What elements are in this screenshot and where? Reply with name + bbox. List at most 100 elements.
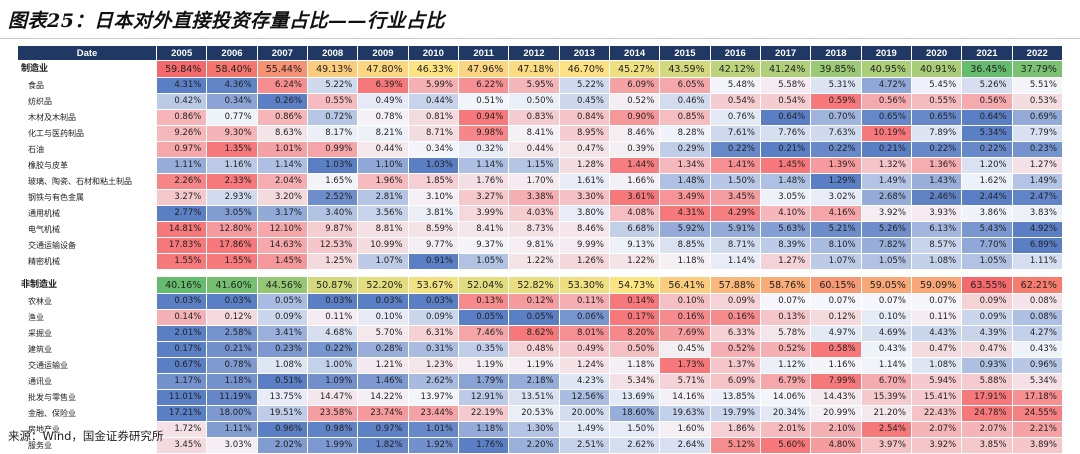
heatmap-table: Date 2005 2006 2007 2008 2009 2010 2011 2012 201…	[17, 45, 1063, 454]
heatmap-cell: 2.20%	[508, 437, 560, 454]
heatmap-cell: 0.43%	[860, 341, 912, 358]
heatmap-cell: 1.11%	[1011, 253, 1063, 270]
heatmap-cell: 1.28%	[558, 157, 610, 174]
heatmap-cell: 5.21%	[810, 221, 862, 238]
heatmap-cell: 0.07%	[810, 293, 862, 310]
heatmap-cell: 14.47%	[306, 389, 359, 406]
heatmap-cell: 7.69%	[659, 325, 711, 342]
heatmap-cell: 4.16%	[810, 205, 862, 222]
table-row: 钢铁与有色金属 3.27% 2.93% 3.20% 2.52% 2.81% 3.10% 3.2…	[17, 189, 1063, 206]
heatmap-cell: 4.72%	[860, 77, 912, 94]
heatmap-cell: 40.91%	[910, 60, 963, 78]
table-row: 玻璃、陶瓷、石材和粘土制品 2.26% 2.33% 2.04% 1.65% 1.96% 1.…	[17, 173, 1063, 190]
heatmap-cell: 39.85%	[810, 60, 862, 78]
row-label: 服务业	[17, 437, 157, 454]
heatmap-cell: 5.63%	[759, 221, 812, 238]
heatmap-cell: 2.54%	[860, 421, 912, 438]
heatmap-cell: 3.03%	[206, 437, 258, 454]
heatmap-cell: 23.58%	[306, 405, 359, 422]
heatmap-cell: 43.59%	[659, 60, 711, 78]
heatmap-cell: 6.89%	[1011, 237, 1063, 254]
heatmap-cell: 7.70%	[961, 237, 1013, 254]
heatmap-cell: 6.05%	[659, 77, 711, 94]
heatmap-cell: 3.40%	[306, 205, 359, 222]
year-header-2010: 2010	[407, 45, 459, 61]
heatmap-cell: 0.03%	[155, 293, 208, 310]
heatmap-cell: 0.78%	[357, 109, 409, 126]
row-label: 石油	[17, 141, 157, 158]
heatmap-cell: 0.55%	[306, 93, 359, 110]
table-row: 交通运输业 0.67% 0.78% 1.08% 1.00% 1.21% 1.23% 1.19%…	[17, 357, 1063, 374]
heatmap-cell: 1.14%	[860, 357, 912, 374]
heatmap-cell: 53.67%	[407, 276, 459, 294]
heatmap-cell: 6.13%	[910, 221, 963, 238]
heatmap-cell: 1.36%	[910, 157, 963, 174]
table-row: 石油 0.97% 1.35% 1.01% 0.99% 0.44% 0.34% 0.32% 0.4…	[17, 141, 1063, 158]
heatmap-cell: 59.84%	[155, 60, 208, 78]
heatmap-cell: 1.37%	[709, 357, 761, 374]
heatmap-cell: 0.10%	[357, 309, 409, 326]
table-row: 化工与医药制品 9.26% 9.30% 8.63% 8.17% 8.21% 8.71% 9.9…	[17, 125, 1063, 142]
heatmap-cell: 5.78%	[759, 325, 812, 342]
heatmap-cell: 0.56%	[961, 93, 1013, 110]
year-header-2016: 2016	[709, 45, 761, 61]
heatmap-cell: 2.21%	[1011, 421, 1063, 438]
heatmap-cell: 1.49%	[860, 173, 912, 190]
heatmap-cell: 52.82%	[508, 276, 560, 294]
heatmap-cell: 0.10%	[659, 293, 711, 310]
heatmap-cell: 3.17%	[256, 205, 308, 222]
heatmap-cell: 1.50%	[608, 421, 661, 438]
heatmap-cell: 0.49%	[357, 93, 409, 110]
heatmap-cell: 0.83%	[508, 109, 560, 126]
heatmap-cell: 2.07%	[910, 421, 963, 438]
heatmap-cell: 4.92%	[1011, 221, 1063, 238]
heatmap-cell: 0.10%	[860, 309, 912, 326]
group-row: 制造业 59.84% 58.40% 55.44% 49.13% 47.80% 46.33% 4…	[17, 60, 1063, 78]
heatmap-cell: 1.25%	[306, 253, 359, 270]
heatmap-cell: 0.47%	[558, 141, 610, 158]
heatmap-cell: 3.41%	[256, 325, 308, 342]
heatmap-cell: 9.30%	[206, 125, 258, 142]
heatmap-cell: 13.51%	[508, 389, 560, 406]
heatmap-cell: 1.96%	[357, 173, 409, 190]
heatmap-cell: 8.10%	[810, 237, 862, 254]
heatmap-cell: 4.29%	[709, 205, 761, 222]
heatmap-cell: 15.39%	[860, 389, 912, 406]
heatmap-cell: 49.13%	[306, 60, 359, 78]
heatmap-cell: 0.45%	[558, 93, 610, 110]
heatmap-cell: 5.92%	[659, 221, 711, 238]
heatmap-cell: 3.27%	[155, 189, 208, 206]
heatmap-cell: 58.40%	[206, 60, 258, 78]
heatmap-cell: 1.27%	[759, 253, 812, 270]
year-header-2015: 2015	[659, 45, 711, 61]
row-label: 钢铁与有色金属	[17, 189, 157, 206]
source-note: 来源：Wind，国金证券研究所	[8, 429, 164, 443]
heatmap-cell: 5.22%	[558, 77, 610, 94]
heatmap-cell: 0.58%	[810, 341, 862, 358]
heatmap-cell: 2.93%	[206, 189, 258, 206]
heatmap-cell: 0.22%	[306, 341, 359, 358]
heatmap-cell: 0.17%	[155, 341, 208, 358]
heatmap-cell: 0.52%	[709, 341, 761, 358]
year-header-2012: 2012	[508, 45, 560, 61]
heatmap-cell: 0.11%	[910, 309, 963, 326]
heatmap-cell: 1.18%	[457, 421, 510, 438]
heatmap-cell: 4.31%	[155, 77, 208, 94]
heatmap-cell: 59.05%	[860, 276, 912, 294]
heatmap-cell: 4.69%	[860, 325, 912, 342]
heatmap-cell: 4.23%	[558, 373, 610, 390]
heatmap-cell: 0.14%	[608, 293, 661, 310]
heatmap-cell: 0.21%	[759, 141, 812, 158]
heatmap-cell: 40.95%	[860, 60, 912, 78]
heatmap-cell: 0.64%	[759, 109, 812, 126]
heatmap-cell: 1.24%	[558, 357, 610, 374]
heatmap-cell: 41.60%	[206, 276, 258, 294]
heatmap-cell: 0.86%	[155, 109, 208, 126]
heatmap-cell: 3.10%	[407, 189, 459, 206]
heatmap-cell: 1.73%	[659, 357, 711, 374]
heatmap-cell: 37.79%	[1011, 60, 1063, 78]
heatmap-cell: 47.96%	[457, 60, 510, 78]
heatmap-cell: 0.09%	[961, 293, 1013, 310]
heatmap-cell: 5.48%	[709, 77, 761, 94]
heatmap-cell: 0.05%	[457, 309, 510, 326]
